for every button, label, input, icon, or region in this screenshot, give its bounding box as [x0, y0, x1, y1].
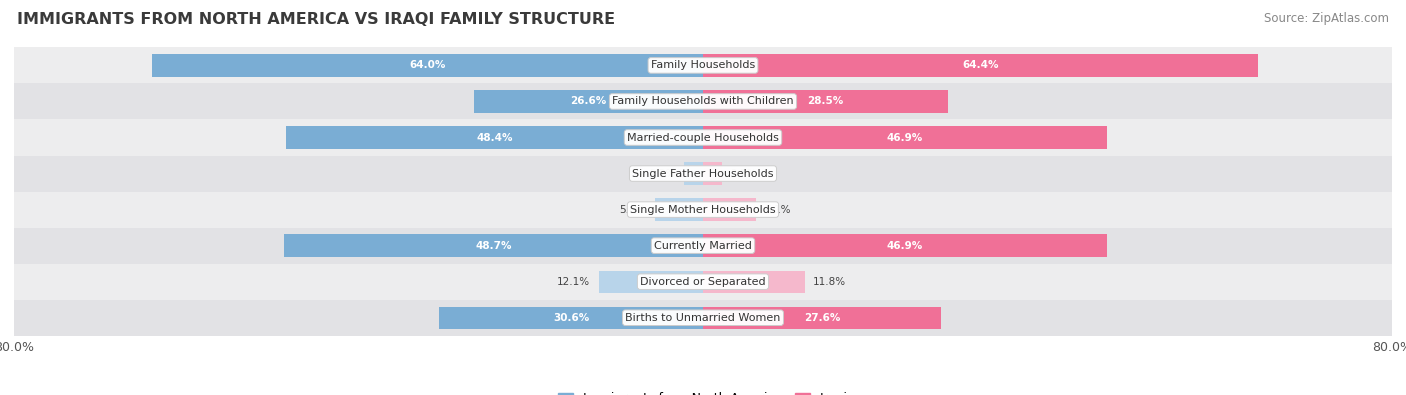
- Bar: [14, 47, 1392, 83]
- Text: 26.6%: 26.6%: [571, 96, 606, 107]
- Bar: [599, 271, 703, 293]
- Bar: [474, 90, 703, 113]
- Bar: [703, 54, 1257, 77]
- Bar: [14, 156, 1392, 192]
- Bar: [14, 83, 1392, 119]
- Text: Currently Married: Currently Married: [654, 241, 752, 251]
- Bar: [703, 162, 721, 185]
- Bar: [685, 162, 703, 185]
- Text: 6.1%: 6.1%: [763, 205, 790, 214]
- Text: 48.7%: 48.7%: [475, 241, 512, 251]
- Bar: [703, 198, 755, 221]
- Text: 5.6%: 5.6%: [620, 205, 647, 214]
- Bar: [703, 307, 941, 329]
- Bar: [655, 198, 703, 221]
- Bar: [440, 307, 703, 329]
- Bar: [14, 264, 1392, 300]
- Text: 12.1%: 12.1%: [557, 276, 591, 287]
- Legend: Immigrants from North America, Iraqi: Immigrants from North America, Iraqi: [553, 387, 853, 395]
- Text: 30.6%: 30.6%: [553, 313, 589, 323]
- Text: Source: ZipAtlas.com: Source: ZipAtlas.com: [1264, 12, 1389, 25]
- Text: Single Father Households: Single Father Households: [633, 169, 773, 179]
- Bar: [703, 90, 949, 113]
- Bar: [14, 300, 1392, 336]
- Text: 11.8%: 11.8%: [813, 276, 846, 287]
- Text: 64.0%: 64.0%: [409, 60, 446, 70]
- Text: 64.4%: 64.4%: [962, 60, 998, 70]
- Bar: [287, 126, 703, 149]
- Text: Births to Unmarried Women: Births to Unmarried Women: [626, 313, 780, 323]
- Text: 2.2%: 2.2%: [731, 169, 756, 179]
- Text: Family Households with Children: Family Households with Children: [612, 96, 794, 107]
- Text: Divorced or Separated: Divorced or Separated: [640, 276, 766, 287]
- Text: 2.2%: 2.2%: [650, 169, 675, 179]
- Bar: [152, 54, 703, 77]
- Bar: [14, 228, 1392, 264]
- Text: Married-couple Households: Married-couple Households: [627, 132, 779, 143]
- Bar: [703, 235, 1107, 257]
- Text: Family Households: Family Households: [651, 60, 755, 70]
- Text: 48.4%: 48.4%: [477, 132, 513, 143]
- Text: 27.6%: 27.6%: [804, 313, 839, 323]
- Text: Single Mother Households: Single Mother Households: [630, 205, 776, 214]
- Text: 46.9%: 46.9%: [887, 241, 924, 251]
- Text: 46.9%: 46.9%: [887, 132, 924, 143]
- Bar: [284, 235, 703, 257]
- Bar: [703, 271, 804, 293]
- Bar: [14, 192, 1392, 228]
- Bar: [14, 119, 1392, 156]
- Text: 28.5%: 28.5%: [807, 96, 844, 107]
- Text: IMMIGRANTS FROM NORTH AMERICA VS IRAQI FAMILY STRUCTURE: IMMIGRANTS FROM NORTH AMERICA VS IRAQI F…: [17, 12, 614, 27]
- Bar: [703, 126, 1107, 149]
